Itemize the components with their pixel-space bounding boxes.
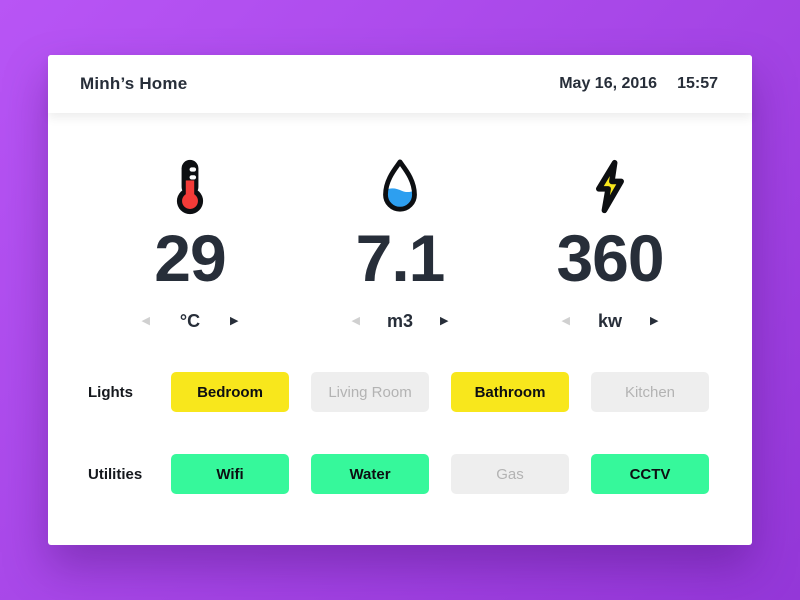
lights-row-label: Lights bbox=[88, 383, 133, 401]
metric-temperature: 29 ◀ °C ▶ bbox=[85, 157, 295, 332]
light-button-living-room[interactable]: Living Room bbox=[311, 372, 429, 412]
water-value: 7.1 bbox=[355, 221, 446, 295]
page-title: Minh’s Home bbox=[80, 74, 188, 93]
utilities-button-group: Wifi Water Gas CCTV bbox=[171, 454, 709, 494]
unit-prev-arrow-icon[interactable]: ◀ bbox=[141, 315, 150, 327]
metrics-section: 29 ◀ °C ▶ 7.1 bbox=[48, 157, 752, 332]
temperature-unit-stepper: ◀ °C ▶ bbox=[140, 311, 241, 332]
controls-section: Lights Bedroom Living Room Bathroom Kitc… bbox=[48, 372, 752, 494]
light-button-bathroom[interactable]: Bathroom bbox=[451, 372, 569, 412]
utility-button-wifi[interactable]: Wifi bbox=[171, 454, 289, 494]
water-drop-icon bbox=[378, 157, 422, 217]
date-text: May 16, 2016 bbox=[559, 75, 658, 92]
light-button-kitchen[interactable]: Kitchen bbox=[591, 372, 709, 412]
metric-power: 360 ◀ kw ▶ bbox=[505, 157, 715, 332]
power-value: 360 bbox=[556, 221, 664, 295]
utilities-row: Utilities Wifi Water Gas CCTV bbox=[88, 454, 752, 494]
metric-water: 7.1 ◀ m3 ▶ bbox=[295, 157, 505, 332]
power-unit-stepper: ◀ kw ▶ bbox=[560, 311, 661, 332]
unit-prev-arrow-icon[interactable]: ◀ bbox=[561, 315, 570, 327]
card-header: Minh’s Home May 16, 2016 15:57 bbox=[48, 55, 752, 113]
utility-button-gas[interactable]: Gas bbox=[451, 454, 569, 494]
light-button-bedroom[interactable]: Bedroom bbox=[171, 372, 289, 412]
water-unit-stepper: ◀ m3 ▶ bbox=[350, 311, 451, 332]
home-dashboard-card: Minh’s Home May 16, 2016 15:57 29 ◀ °C bbox=[48, 55, 752, 545]
temperature-unit-label: °C bbox=[179, 311, 201, 331]
unit-next-arrow-icon[interactable]: ▶ bbox=[650, 315, 659, 327]
utility-button-cctv[interactable]: CCTV bbox=[591, 454, 709, 494]
lightning-bolt-icon bbox=[588, 157, 632, 217]
unit-next-arrow-icon[interactable]: ▶ bbox=[230, 315, 239, 327]
header-datetime: May 16, 2016 15:57 bbox=[559, 75, 718, 93]
temperature-value: 29 bbox=[154, 221, 226, 295]
lights-row: Lights Bedroom Living Room Bathroom Kitc… bbox=[88, 372, 752, 412]
time-text: 15:57 bbox=[677, 75, 718, 92]
unit-next-arrow-icon[interactable]: ▶ bbox=[440, 315, 449, 327]
water-unit-label: m3 bbox=[386, 311, 413, 331]
power-unit-label: kw bbox=[597, 311, 622, 331]
thermometer-icon bbox=[168, 157, 212, 217]
utilities-row-label: Utilities bbox=[88, 465, 143, 483]
utility-button-water[interactable]: Water bbox=[311, 454, 429, 494]
lights-button-group: Bedroom Living Room Bathroom Kitchen bbox=[171, 372, 709, 412]
unit-prev-arrow-icon[interactable]: ◀ bbox=[351, 315, 360, 327]
